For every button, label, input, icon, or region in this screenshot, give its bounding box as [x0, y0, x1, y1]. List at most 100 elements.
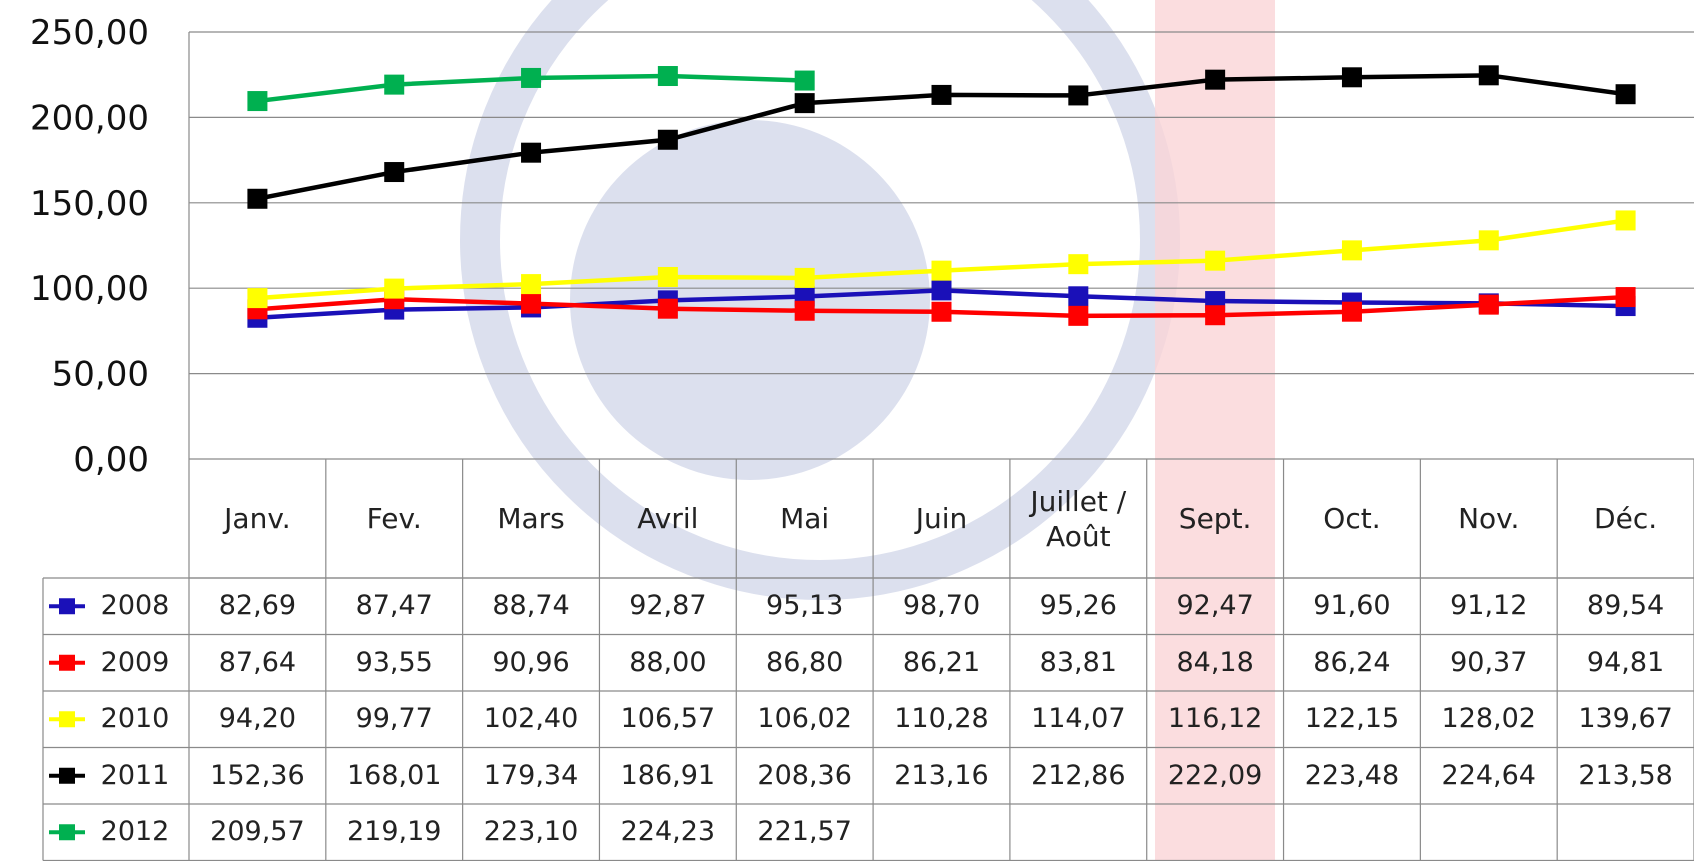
- x-tick-label: Oct.: [1323, 502, 1381, 535]
- data-point: [931, 260, 952, 281]
- y-tick-label: 200,00: [30, 98, 149, 138]
- x-tick-label: Sept.: [1178, 502, 1252, 535]
- table-value: 221,57: [757, 816, 852, 848]
- data-point: [794, 300, 815, 321]
- data-point: [1615, 287, 1636, 308]
- table-value: 212,86: [1031, 759, 1126, 791]
- table-value: 91,60: [1313, 590, 1391, 622]
- legend-label: 2011: [100, 759, 170, 791]
- table-value: 94,81: [1586, 646, 1665, 678]
- table-value: 213,58: [1578, 759, 1673, 791]
- table-value: 152,36: [210, 759, 305, 791]
- y-tick-label: 250,00: [30, 13, 149, 53]
- data-point: [931, 280, 952, 301]
- data-point: [521, 67, 542, 88]
- data-point: [657, 66, 678, 87]
- data-point: [1341, 67, 1362, 88]
- data-point: [1205, 305, 1226, 326]
- y-tick-label: 100,00: [30, 269, 149, 309]
- x-tick-label: Nov.: [1458, 502, 1520, 535]
- data-point: [521, 293, 542, 314]
- table-value: 102,40: [483, 703, 579, 735]
- table-value: 110,28: [894, 703, 989, 735]
- table-value: 88,00: [629, 646, 707, 678]
- data-point: [1068, 254, 1089, 275]
- data-point: [1205, 69, 1226, 90]
- table-value: 92,47: [1176, 590, 1254, 622]
- table-value: 99,77: [355, 703, 433, 735]
- data-point: [247, 288, 268, 309]
- table-value: 208,36: [757, 759, 852, 791]
- table-value: 116,12: [1167, 703, 1263, 735]
- x-tick-label: Mars: [497, 502, 565, 535]
- table-value: 223,48: [1304, 759, 1400, 791]
- table-value: 86,24: [1313, 646, 1391, 678]
- y-tick-label: 50,00: [52, 355, 149, 395]
- table-value: 222,09: [1167, 759, 1263, 791]
- table-value: 87,64: [218, 646, 297, 678]
- data-point: [931, 301, 952, 322]
- data-point: [1341, 301, 1362, 322]
- table-value: 128,02: [1441, 703, 1536, 735]
- data-point: [1478, 294, 1499, 315]
- table-value: 91,12: [1450, 590, 1528, 622]
- data-point: [1615, 210, 1636, 231]
- legend-marker: [59, 767, 75, 784]
- data-point: [384, 162, 405, 183]
- data-point: [247, 91, 268, 112]
- x-tick-label: Janv.: [224, 502, 291, 535]
- data-point: [1068, 305, 1089, 326]
- table-value: 114,07: [1031, 703, 1126, 735]
- table-value: 84,18: [1176, 646, 1254, 678]
- table-value: 88,74: [492, 590, 570, 622]
- data-point: [1068, 85, 1089, 106]
- table-value: 168,01: [346, 759, 442, 791]
- data-point: [247, 188, 268, 209]
- table-value: 86,80: [766, 646, 844, 678]
- table-value: 139,67: [1578, 703, 1673, 735]
- data-point: [1615, 84, 1636, 105]
- table-value: 86,21: [902, 646, 981, 678]
- table-value: 90,37: [1450, 646, 1528, 678]
- x-tick-label: Mai: [780, 502, 830, 535]
- legend-marker: [59, 598, 75, 615]
- table-value: 94,20: [218, 703, 297, 735]
- table-value: 106,57: [620, 703, 716, 735]
- table-value: 82,69: [218, 590, 297, 622]
- lines: [247, 65, 1636, 328]
- data-point: [794, 93, 815, 114]
- x-tick-label: Déc.: [1594, 502, 1658, 535]
- data-point: [931, 84, 952, 105]
- y-tick-label: 150,00: [30, 184, 149, 224]
- legend-label: 2008: [100, 590, 170, 622]
- legend-label: 2010: [100, 703, 170, 735]
- data-point: [384, 74, 405, 95]
- table-value: 186,91: [620, 759, 716, 791]
- data-point: [657, 129, 678, 150]
- y-tick-label: 0,00: [73, 440, 149, 480]
- data-point: [1205, 250, 1226, 271]
- x-tick-label: Juillet / Août: [1030, 484, 1127, 553]
- table-value: 106,02: [757, 703, 852, 735]
- table-value: 224,23: [620, 816, 716, 848]
- table-value: 98,70: [902, 590, 981, 622]
- data-point: [1341, 240, 1362, 261]
- table-value: 89,54: [1586, 590, 1665, 622]
- x-tick-label: Fev.: [366, 502, 422, 535]
- legend-label: 2009: [100, 646, 170, 678]
- data-point: [521, 274, 542, 295]
- table-value: 179,34: [483, 759, 579, 791]
- data-point: [794, 267, 815, 288]
- table-value: 95,26: [1039, 590, 1117, 622]
- table-value: 95,13: [766, 590, 844, 622]
- legend-marker: [59, 824, 75, 841]
- data-point: [657, 298, 678, 319]
- table-value: 213,16: [894, 759, 989, 791]
- x-tick-label: Avril: [637, 502, 699, 535]
- table-value: 223,10: [483, 816, 579, 848]
- table-value: 87,47: [355, 590, 433, 622]
- table-value: 90,96: [492, 646, 570, 678]
- table-value: 219,19: [346, 816, 442, 848]
